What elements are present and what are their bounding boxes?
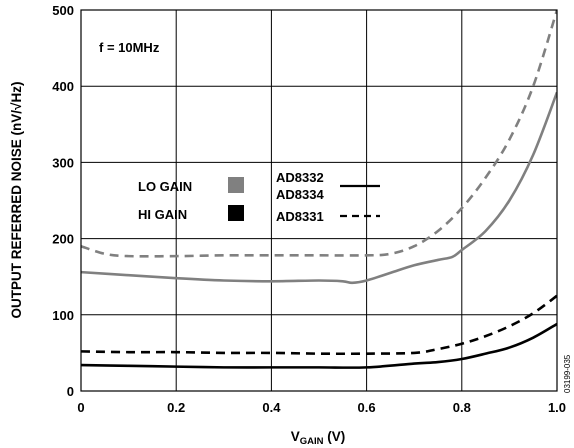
- legend-lo-gain-label: LO GAIN: [138, 179, 192, 194]
- legend-hi-gain-label: HI GAIN: [138, 207, 187, 222]
- y-tick-label: 100: [52, 308, 74, 323]
- y-tick-label: 200: [52, 232, 74, 247]
- x-axis-label-main: V: [291, 429, 300, 444]
- x-tick-label: 0.6: [358, 400, 376, 415]
- figure-id: 03199-035: [563, 354, 572, 393]
- x-tick-label: 0.8: [453, 400, 471, 415]
- legend-ad8334-label: AD8334: [276, 187, 324, 202]
- x-axis-label-subscript: GAIN: [300, 436, 324, 447]
- legend-hi-gain-swatch: [228, 205, 244, 221]
- legend-ad8331-label: AD8331: [276, 209, 324, 224]
- y-tick-label: 500: [52, 3, 74, 18]
- y-tick-label: 400: [52, 79, 74, 94]
- series-line-3: [81, 294, 557, 356]
- series-line-4: [81, 322, 557, 369]
- y-axis-label: OUTPUT REFERRED NOISE (nV/√Hz): [9, 82, 24, 319]
- x-tick-label: 0.4: [262, 400, 281, 415]
- x-axis-label-unit: (V): [324, 429, 346, 444]
- series-line-1: [81, 9, 557, 258]
- y-tick-label: 300: [52, 155, 74, 170]
- series-layer: [81, 9, 557, 369]
- legend: LO GAIN HI GAIN AD8332 AD8334 AD8331: [138, 170, 380, 224]
- legend-ad8332-label: AD8332: [276, 170, 324, 185]
- x-tick-label: 0.2: [167, 400, 185, 415]
- x-tick-labels: 0 0.2 0.4 0.6 0.8 1.0: [77, 400, 566, 415]
- series-line-2: [81, 91, 557, 285]
- y-tick-labels: 0 100 200 300 400 500: [52, 3, 74, 399]
- x-axis-label: VGAIN (V): [291, 429, 346, 447]
- x-tick-label: 0: [77, 400, 84, 415]
- frequency-annotation: f = 10MHz: [99, 40, 160, 55]
- x-tick-label: 1.0: [548, 400, 566, 415]
- plot-frame: [80, 9, 558, 392]
- legend-lo-gain-swatch: [228, 177, 244, 193]
- y-tick-label: 0: [67, 384, 74, 399]
